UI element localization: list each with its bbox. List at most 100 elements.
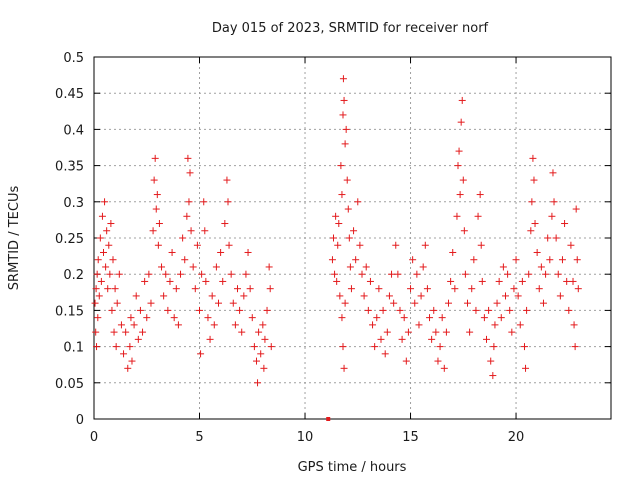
data-point bbox=[224, 198, 232, 206]
data-point bbox=[186, 169, 194, 177]
data-point bbox=[126, 343, 134, 351]
data-point bbox=[109, 256, 117, 264]
data-point bbox=[112, 343, 120, 351]
data-point bbox=[92, 285, 100, 293]
data-point bbox=[179, 234, 187, 242]
y-tick-label: 0.05 bbox=[55, 377, 84, 392]
data-point bbox=[101, 198, 109, 206]
data-point bbox=[565, 306, 573, 314]
data-point bbox=[514, 292, 522, 300]
data-point bbox=[394, 270, 402, 278]
data-point bbox=[442, 328, 450, 336]
data-point bbox=[225, 241, 233, 249]
data-point bbox=[263, 306, 271, 314]
data-point bbox=[93, 343, 101, 351]
x-tick-label: 5 bbox=[195, 430, 203, 445]
data-point bbox=[510, 285, 518, 293]
data-point bbox=[201, 227, 209, 235]
data-point bbox=[525, 270, 533, 278]
data-point bbox=[104, 285, 112, 293]
data-point bbox=[516, 321, 524, 329]
data-point bbox=[342, 125, 350, 133]
data-point bbox=[132, 292, 140, 300]
data-point bbox=[413, 270, 421, 278]
data-point bbox=[558, 256, 566, 264]
data-point bbox=[184, 154, 192, 162]
data-point bbox=[360, 292, 368, 300]
data-point bbox=[259, 321, 267, 329]
data-point bbox=[371, 343, 379, 351]
data-point bbox=[108, 306, 116, 314]
data-point bbox=[242, 270, 250, 278]
data-point bbox=[134, 335, 142, 343]
data-point bbox=[94, 256, 102, 264]
data-point bbox=[221, 220, 229, 228]
data-point bbox=[468, 285, 476, 293]
data-point bbox=[396, 306, 404, 314]
data-point bbox=[531, 220, 539, 228]
data-point bbox=[548, 212, 556, 220]
data-point bbox=[542, 270, 550, 278]
data-point bbox=[200, 198, 208, 206]
data-point bbox=[523, 306, 531, 314]
data-point bbox=[229, 299, 237, 307]
data-point bbox=[117, 321, 125, 329]
data-point bbox=[231, 321, 239, 329]
y-tick-label: 0.4 bbox=[63, 123, 84, 138]
data-point bbox=[449, 248, 457, 256]
data-point bbox=[339, 343, 347, 351]
data-point bbox=[143, 314, 151, 322]
data-point bbox=[115, 270, 123, 278]
data-point bbox=[482, 335, 490, 343]
data-point bbox=[529, 154, 537, 162]
data-point bbox=[185, 198, 193, 206]
data-point bbox=[377, 335, 385, 343]
data-points bbox=[91, 75, 582, 421]
data-point bbox=[535, 285, 543, 293]
data-point bbox=[476, 191, 484, 199]
data-point bbox=[478, 277, 486, 285]
data-point bbox=[419, 263, 427, 271]
x-tick-label: 0 bbox=[90, 430, 98, 445]
data-point bbox=[347, 285, 355, 293]
data-point bbox=[554, 270, 562, 278]
data-point bbox=[447, 277, 455, 285]
data-point bbox=[409, 256, 417, 264]
data-point bbox=[432, 328, 440, 336]
data-point bbox=[197, 350, 205, 358]
data-point bbox=[398, 335, 406, 343]
data-point bbox=[191, 285, 199, 293]
data-point bbox=[219, 277, 227, 285]
data-point bbox=[252, 357, 260, 365]
data-point bbox=[544, 234, 552, 242]
data-point bbox=[92, 328, 100, 336]
data-point bbox=[383, 328, 391, 336]
y-tick-label: 0.45 bbox=[55, 87, 84, 102]
data-point bbox=[402, 357, 410, 365]
data-point bbox=[366, 277, 374, 285]
data-point bbox=[350, 227, 358, 235]
data-point bbox=[352, 256, 360, 264]
data-point bbox=[206, 335, 214, 343]
data-point bbox=[212, 263, 220, 271]
data-point bbox=[470, 256, 478, 264]
data-point bbox=[335, 220, 343, 228]
data-point bbox=[445, 299, 453, 307]
data-point bbox=[153, 191, 161, 199]
data-point bbox=[530, 176, 538, 184]
data-point bbox=[261, 335, 269, 343]
data-point bbox=[455, 147, 463, 155]
data-point bbox=[202, 277, 210, 285]
data-point bbox=[358, 270, 366, 278]
data-point bbox=[257, 350, 265, 358]
data-point bbox=[550, 198, 558, 206]
data-point bbox=[105, 241, 113, 249]
y-tick-label: 0 bbox=[76, 413, 84, 428]
data-point bbox=[158, 263, 166, 271]
data-point bbox=[499, 263, 507, 271]
data-point bbox=[549, 169, 557, 177]
data-point bbox=[485, 306, 493, 314]
data-point bbox=[122, 328, 130, 336]
data-point bbox=[198, 270, 206, 278]
data-point bbox=[227, 270, 235, 278]
